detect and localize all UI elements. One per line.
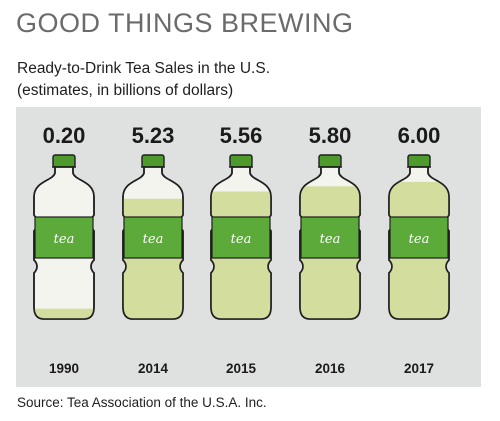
tea-liquid-2015 (211, 191, 271, 319)
year-label-2014: 2014 (138, 361, 169, 376)
year-label-2015: 2015 (226, 361, 257, 376)
bottle-label-text: tea (143, 232, 164, 247)
subtitle-line-2: (estimates, in billions of dollars) (17, 82, 234, 99)
bottle-cap (52, 154, 76, 168)
bottle-label-text: tea (54, 232, 75, 247)
bottle-cap (407, 154, 431, 168)
chart-panel: tea 0.20 1990 tea 5.23 2014 tea 5.56 2015 tea 5.80… (16, 107, 481, 387)
bottle-2017: tea 6.00 2017 (388, 123, 450, 376)
tea-label-band (123, 216, 183, 259)
year-label-2017: 2017 (404, 361, 434, 376)
value-label-2016: 5.80 (309, 123, 352, 148)
bottle-label-text: tea (320, 232, 341, 247)
tea-liquid-1990 (34, 308, 94, 319)
year-label-2016: 2016 (315, 361, 346, 376)
bottle-cap (141, 154, 165, 168)
source-note: Source: Tea Association of the U.S.A. In… (17, 395, 267, 410)
bottle-cap (318, 154, 342, 168)
value-label-2017: 6.00 (398, 123, 441, 148)
value-label-2014: 5.23 (132, 123, 175, 148)
tea-label-band (211, 216, 271, 259)
value-label-1990: 0.20 (43, 123, 86, 148)
bottle-cap (229, 154, 253, 168)
bottle-2015: tea 5.56 2015 (210, 123, 272, 376)
bottle-label-text: tea (409, 232, 430, 247)
bottle-2014: tea 5.23 2014 (122, 123, 184, 376)
tea-label-band (34, 216, 94, 259)
tea-label-band (300, 216, 360, 259)
year-label-1990: 1990 (49, 361, 79, 376)
value-label-2015: 5.56 (220, 123, 263, 148)
chart-subtitle: Ready-to-Drink Tea Sales in the U.S. (es… (17, 58, 270, 102)
bottle-label-text: tea (231, 232, 252, 247)
tea-label-band (389, 216, 449, 259)
subtitle-line-1: Ready-to-Drink Tea Sales in the U.S. (17, 60, 270, 77)
chart-title: GOOD THINGS BREWING (16, 8, 354, 38)
bottle-1990: tea 0.20 1990 (33, 123, 95, 376)
bottle-chart: tea 0.20 1990 tea 5.23 2014 tea 5.56 2015 tea 5.80… (33, 123, 450, 376)
bottle-2016: tea 5.80 2016 (299, 123, 361, 376)
